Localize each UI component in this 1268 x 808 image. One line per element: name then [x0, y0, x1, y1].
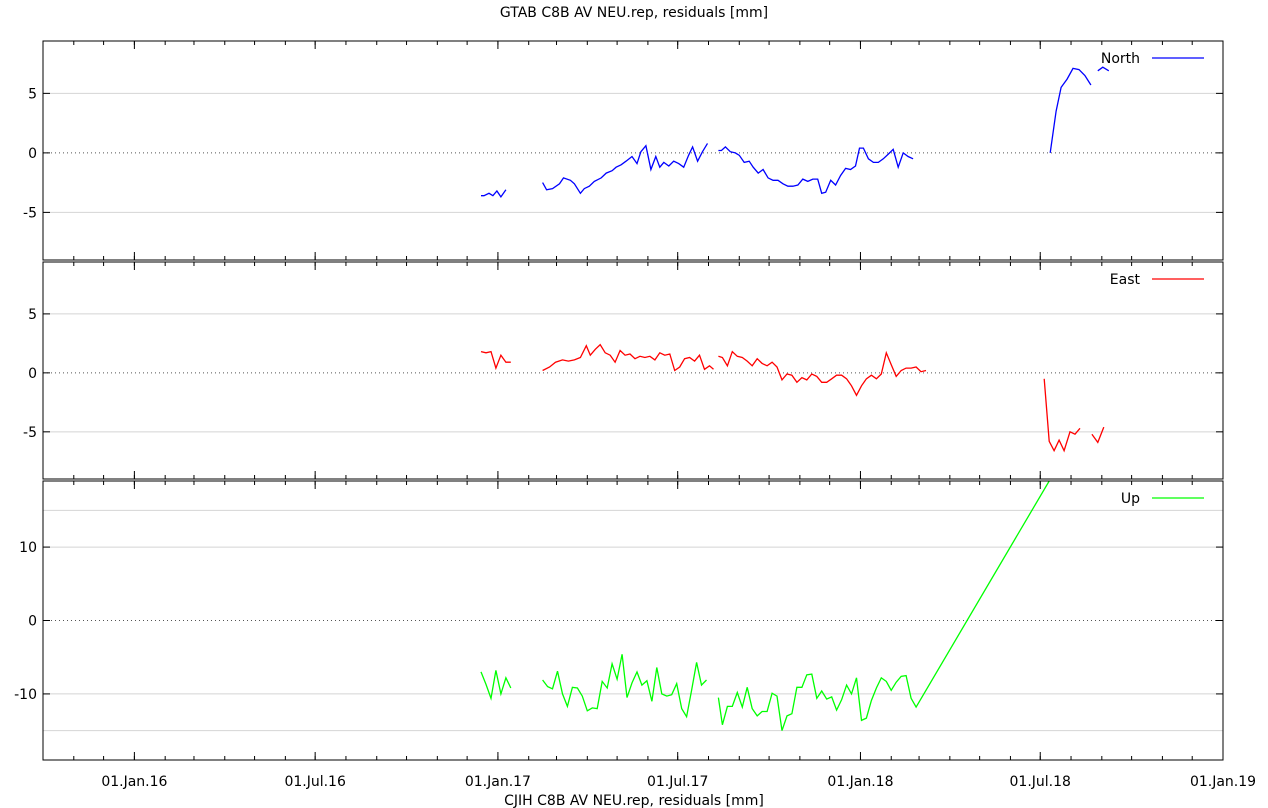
north-series-line: [1097, 66, 1110, 72]
north-panel: -5 0 5 North: [23, 40, 1224, 261]
chart-footer: CJIH C8B AV NEU.rep, residuals [mm]: [504, 793, 764, 808]
north-panel-frame: [42, 40, 1224, 261]
up-y-tick-label: 10: [19, 540, 37, 556]
x-tick-label: 01.Jan.19: [1190, 774, 1256, 790]
east-panel: -5 0 5 East: [23, 261, 1224, 480]
up-series-line: [480, 670, 512, 701]
x-axis: 01.Jan.16 01.Jul.16 01.Jan.17 01.Jul.17 01.J…: [101, 774, 1256, 790]
up-y-tick-label: -10: [14, 687, 37, 703]
east-y-tick-label: -5: [23, 425, 37, 441]
up-panel: -10 0 10 Up: [14, 480, 1224, 761]
north-series-line: [718, 146, 914, 195]
east-series-line: [1043, 378, 1081, 453]
north-y-tick-label: 0: [28, 146, 37, 162]
north-series-line: [1049, 67, 1092, 153]
x-tick-label: 01.Jul.17: [647, 774, 708, 790]
east-y-tick-label: 0: [28, 366, 37, 382]
north-series-line: [542, 143, 709, 195]
east-series-line: [542, 343, 714, 372]
east-series-line: [718, 350, 927, 397]
east-panel-frame: [42, 261, 1224, 480]
east-series-line: [480, 350, 511, 371]
x-tick-label: 01.Jan.16: [101, 774, 167, 790]
north-series-line: [481, 189, 507, 199]
up-y-tick-label: 0: [28, 614, 37, 630]
x-tick-label: 01.Jul.18: [1010, 774, 1071, 790]
east-series-line: [1091, 426, 1105, 444]
east-y-tick-label: 5: [28, 307, 37, 323]
x-tick-label: 01.Jul.16: [284, 774, 346, 790]
up-panel-frame: [42, 480, 1224, 761]
x-tick-label: 01.Jan.18: [827, 774, 893, 790]
up-legend-label: Up: [1121, 491, 1140, 507]
north-y-tick-label: -5: [23, 205, 37, 221]
up-series-line: [542, 654, 707, 719]
up-series-line: [717, 481, 1050, 731]
x-tick-label: 01.Jan.17: [465, 774, 531, 790]
north-y-tick-label: 5: [28, 86, 37, 102]
chart-title: GTAB C8B AV NEU.rep, residuals [mm]: [500, 5, 768, 21]
north-legend-label: North: [1101, 51, 1140, 67]
east-legend-label: East: [1110, 272, 1141, 288]
